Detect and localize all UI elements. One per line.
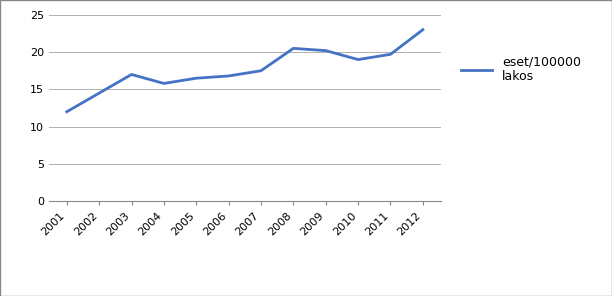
eset/100000
lakos — [322, 49, 329, 52]
eset/100000
lakos — [193, 76, 200, 80]
eset/100000
lakos — [225, 74, 233, 78]
eset/100000
lakos — [128, 73, 135, 76]
Line: eset/100000
lakos: eset/100000 lakos — [67, 30, 423, 112]
Legend: eset/100000
lakos: eset/100000 lakos — [455, 49, 588, 89]
eset/100000
lakos — [354, 58, 362, 61]
eset/100000
lakos — [257, 69, 264, 73]
eset/100000
lakos — [419, 28, 427, 31]
eset/100000
lakos — [387, 53, 394, 56]
eset/100000
lakos — [95, 91, 103, 95]
eset/100000
lakos — [63, 110, 70, 114]
eset/100000
lakos — [160, 82, 168, 85]
eset/100000
lakos — [289, 46, 297, 50]
